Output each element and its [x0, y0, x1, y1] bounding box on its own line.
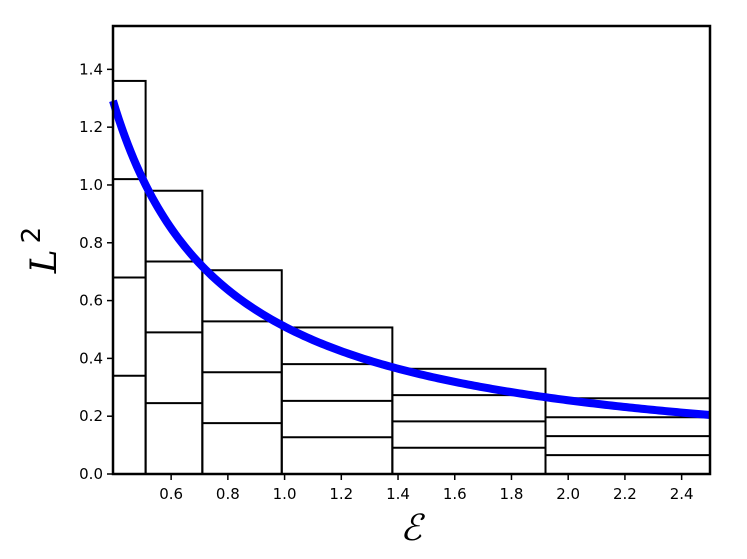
x-tick-label: 1.8	[500, 485, 524, 503]
y-tick-label: 0.0	[79, 465, 103, 483]
series-curve	[109, 99, 712, 420]
y-ticks: 0.0 0.2 0.4 0.6 0.8 1.0 1.2 1.4	[79, 60, 113, 483]
x-tick-label: 1.0	[273, 485, 297, 503]
y-tick-label: 1.2	[79, 118, 103, 136]
x-tick-label: 2.0	[556, 485, 580, 503]
x-tick-label: 0.6	[159, 485, 183, 503]
x-tick-label: 1.2	[329, 485, 353, 503]
y-tick-label: 1.0	[79, 176, 103, 194]
y-tick-label: 0.2	[79, 407, 103, 425]
plot-frame	[111, 24, 712, 476]
x-ticks: 0.6 0.8 1.0 1.2 1.4 1.6 1.8 2.0 2.2 2.4	[159, 474, 694, 503]
y-tick-label: 0.8	[79, 234, 103, 252]
svg-text:L2: L2	[17, 227, 65, 274]
x-tick-label: 2.4	[670, 485, 694, 503]
y-tick-label: 1.4	[79, 60, 103, 78]
x-axis-label: ℰ	[400, 508, 425, 549]
x-tick-label: 1.6	[443, 485, 467, 503]
curve-layer	[109, 99, 712, 420]
x-tick-label: 2.2	[613, 485, 637, 503]
x-tick-label: 1.4	[386, 485, 410, 503]
y-axis-label: L2	[17, 227, 65, 274]
bins-layer	[112, 79, 711, 476]
y-axis-label-base: L	[24, 249, 65, 274]
y-axis-label-superscript: 2	[17, 227, 47, 244]
x-tick-label: 0.8	[216, 485, 240, 503]
y-tick-label: 0.6	[79, 292, 103, 310]
y-tick-label: 0.4	[79, 349, 103, 367]
